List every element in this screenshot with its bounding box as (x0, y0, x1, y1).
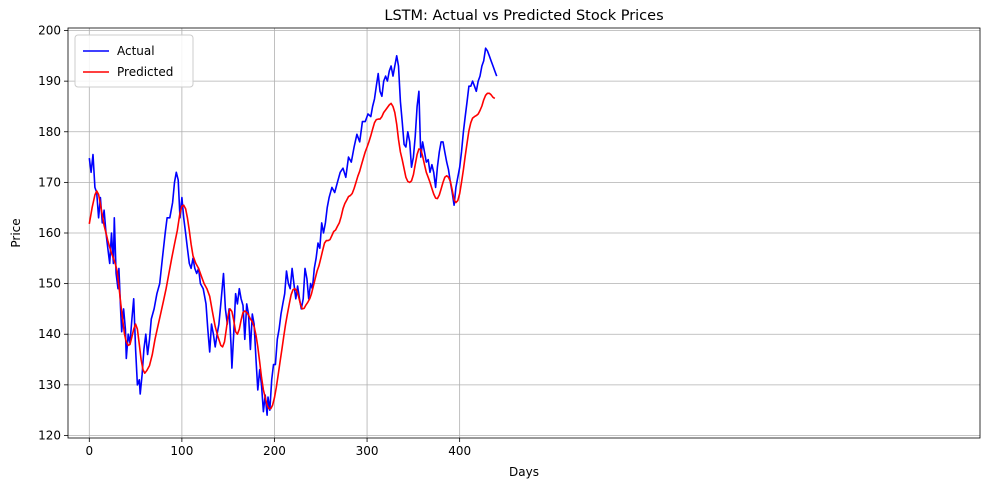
y-tick-label: 120 (38, 428, 61, 442)
x-axis-ticks: 0 100 200 300 400 (85, 438, 471, 458)
y-tick-label: 130 (38, 378, 61, 392)
chart-title: LSTM: Actual vs Predicted Stock Prices (384, 8, 663, 24)
legend-box (74, 34, 194, 88)
legend-label-actual: Actual (117, 44, 155, 58)
series-lines (88, 47, 498, 416)
y-tick-label: 190 (38, 74, 61, 88)
x-tick-label: 200 (263, 444, 286, 458)
x-tick-label: 100 (170, 444, 193, 458)
y-tick-label: 180 (38, 125, 61, 139)
x-axis-label: Days (509, 465, 539, 479)
x-tick-label: 300 (356, 444, 379, 458)
grid (68, 28, 980, 438)
y-tick-label: 150 (38, 277, 61, 291)
y-tick-label: 200 (38, 24, 61, 38)
x-tick-label: 0 (85, 444, 93, 458)
y-axis-ticks: 120 130 140 150 160 170 180 190 200 (38, 24, 68, 442)
y-tick-label: 170 (38, 175, 61, 189)
legend: Actual Predicted (74, 34, 194, 88)
legend-label-predicted: Predicted (117, 65, 173, 79)
y-tick-label: 160 (38, 226, 61, 240)
y-axis-label: Price (9, 218, 23, 247)
x-tick-label: 400 (448, 444, 471, 458)
y-tick-label: 140 (38, 327, 61, 341)
series-line-predicted (88, 92, 496, 410)
series-line-actual (88, 47, 498, 416)
